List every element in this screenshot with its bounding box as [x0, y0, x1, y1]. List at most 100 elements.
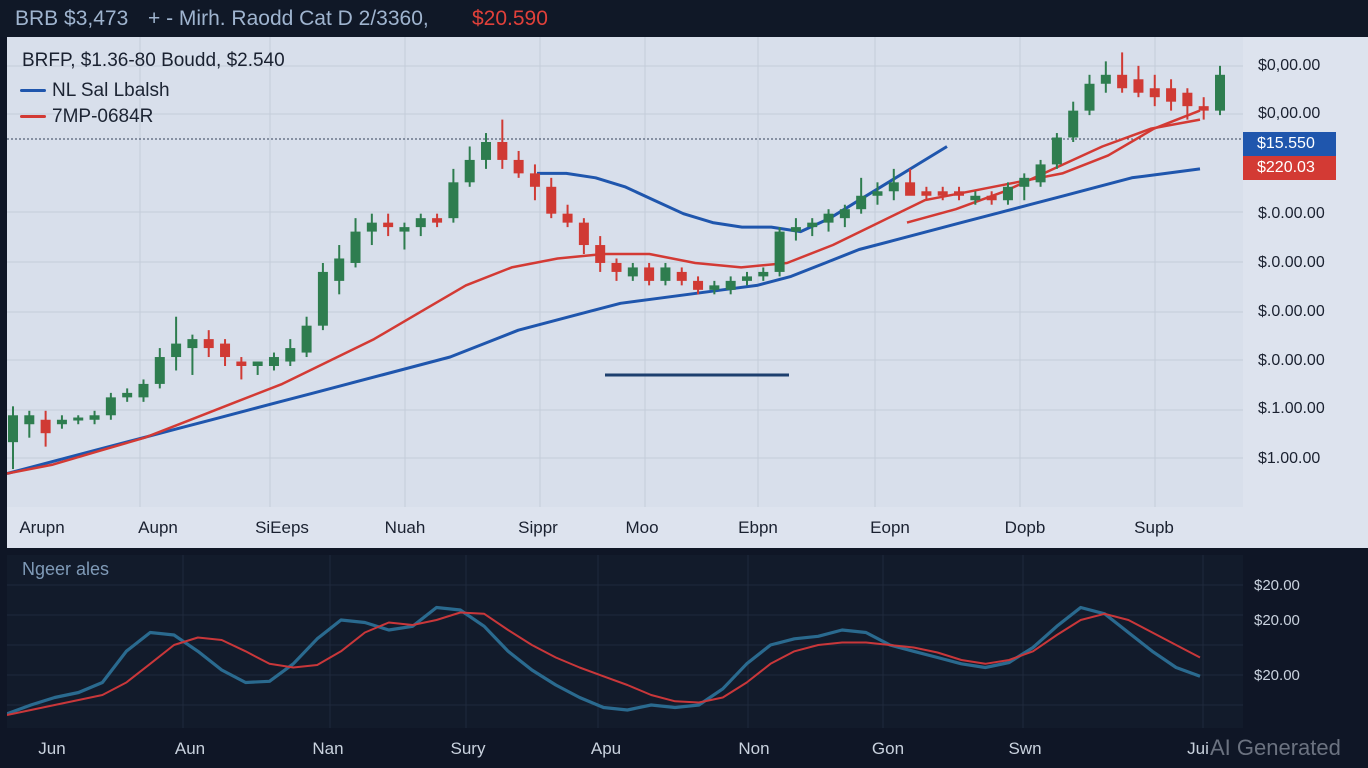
candle-body [301, 325, 312, 353]
candle-body [676, 271, 687, 281]
x-tick-label: Ebpn [738, 518, 778, 537]
candle-body [562, 213, 573, 223]
candle-16 [268, 352, 279, 371]
indicator-x-tick-label: Jun [38, 739, 66, 758]
candle-40 [660, 262, 671, 286]
candle-body [1166, 88, 1177, 102]
candle-body [1133, 79, 1144, 93]
main-plot-area[interactable] [7, 37, 1243, 507]
candle-15 [252, 361, 263, 375]
candle-body [546, 186, 557, 214]
indicator-x-tick-label: Nan [312, 739, 344, 758]
candle-body [1182, 92, 1193, 107]
candles [8, 52, 1225, 470]
candle-body [105, 397, 116, 416]
candle-32 [529, 164, 540, 201]
candle-14 [236, 357, 247, 380]
candle-body [154, 357, 165, 384]
candle-body [285, 348, 296, 362]
candle-body [366, 222, 377, 232]
candle-body [741, 276, 752, 281]
candle-29 [481, 133, 492, 169]
legend-label: 7MP-0684R [52, 106, 154, 127]
candle-45 [741, 271, 752, 286]
candle-58 [954, 186, 965, 201]
candle-28 [464, 146, 475, 187]
y-tick-label: $0,00.00 [1258, 105, 1321, 122]
candle-9 [154, 348, 165, 389]
candle-body [839, 209, 850, 219]
candle-body [432, 218, 443, 223]
x-tick-label: Aupn [138, 518, 178, 537]
candle-body [872, 191, 883, 196]
candle-3 [56, 415, 67, 429]
candle-body [236, 361, 247, 366]
candle-body [790, 227, 801, 232]
candle-6 [105, 392, 116, 420]
legend-item-1: 7MP-0684R [20, 106, 153, 128]
y-tick-label: $0,00.00 [1258, 57, 1321, 74]
candle-41 [676, 267, 687, 286]
candle-body [921, 191, 932, 196]
y-tick-label: $.1.00.00 [1258, 400, 1325, 417]
candle-body [725, 280, 736, 290]
candle-body [709, 285, 720, 290]
candle-54 [888, 168, 899, 201]
header-text-0: BRB $3,473 [15, 7, 129, 30]
candle-70 [1149, 74, 1160, 107]
candle-61 [1002, 182, 1013, 205]
candle-7 [122, 388, 133, 402]
grid [7, 37, 1243, 507]
candle-body [888, 182, 899, 192]
legend-swatch [20, 115, 46, 119]
candle-body [1035, 164, 1046, 183]
candle-38 [627, 262, 638, 281]
candle-body [73, 417, 84, 421]
series-line-0 [7, 167, 1201, 475]
candle-33 [546, 177, 557, 219]
candle-body [807, 222, 818, 228]
candle-17 [285, 339, 296, 366]
candle-26 [432, 213, 443, 228]
candle-body [823, 213, 834, 223]
candle-body [595, 245, 606, 263]
candle-31 [513, 150, 524, 178]
candle-69 [1133, 65, 1144, 98]
candle-13 [220, 339, 231, 366]
indicator-grid [7, 555, 1243, 728]
legend-label: NL Sal Lbalsh [52, 80, 170, 101]
main-chart-header: BRFP, $1.36-80 Boudd, $2.540 [22, 50, 285, 71]
indicator-line-1 [6, 611, 1201, 716]
candle-39 [644, 262, 655, 286]
candle-22 [366, 213, 377, 246]
indicator-x-tick-label: Sury [450, 739, 486, 758]
header-text-1: + - Mirh. Raodd Cat D 2/3360, [148, 7, 429, 30]
indicator-panel[interactable] [6, 555, 1243, 728]
indicator-x-tick-label: Non [738, 739, 770, 758]
candle-24 [399, 222, 410, 250]
candle-body [8, 415, 18, 443]
x-tick-label: Arupn [19, 518, 65, 537]
candle-body [529, 173, 540, 187]
indicator-x-tick-label: Gon [871, 739, 905, 758]
candle-body [203, 339, 214, 349]
price-tag-0: $15.550 [1243, 132, 1336, 156]
candle-body [1117, 74, 1128, 89]
candle-43 [709, 280, 720, 295]
candle-body [448, 182, 459, 219]
candle-body [122, 392, 133, 398]
candle-body [464, 159, 475, 183]
candle-body [138, 383, 149, 398]
candle-51 [839, 204, 850, 228]
candle-body [334, 258, 345, 281]
candle-body [611, 262, 622, 272]
indicator-y-tick-label: $20.00 [1254, 667, 1300, 684]
candle-12 [203, 330, 214, 358]
candle-25 [415, 213, 426, 237]
main-chart-svg [7, 37, 1243, 507]
candle-body [220, 343, 231, 358]
header-text-2: $20.590 [472, 7, 548, 30]
candle-62 [1019, 173, 1030, 201]
series-line-3 [906, 118, 1201, 224]
indicator-y-tick-label: $20.00 [1254, 612, 1300, 629]
